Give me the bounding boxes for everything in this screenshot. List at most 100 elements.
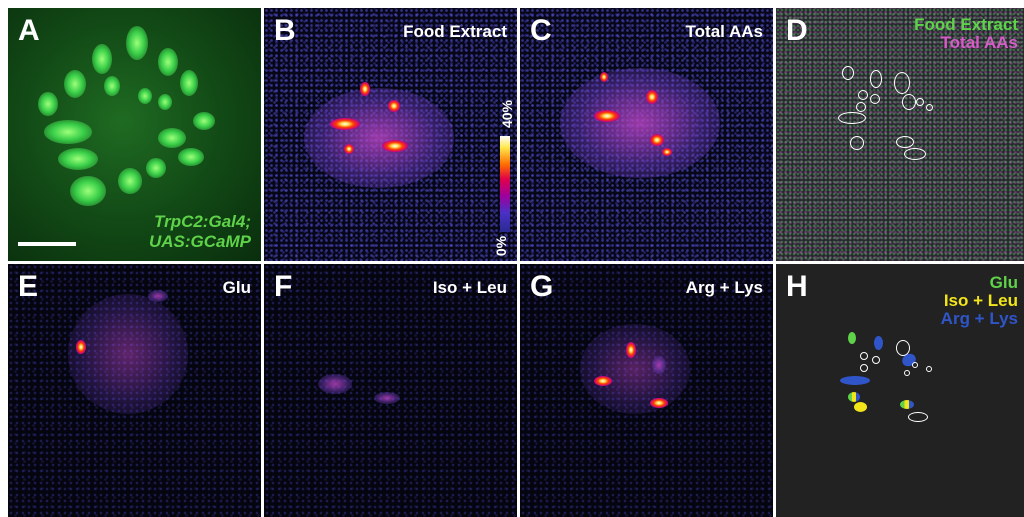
overlay-legend: Food Extract Total AAs	[914, 16, 1018, 52]
roi-outline	[850, 136, 864, 150]
neuron	[44, 120, 92, 144]
roi-outline	[904, 148, 926, 160]
neuron	[64, 70, 86, 98]
response-region	[68, 294, 188, 414]
roi-outline	[838, 112, 866, 124]
panel-title: Total AAs	[685, 22, 763, 41]
neuron	[58, 148, 98, 170]
response-region	[580, 324, 690, 414]
panel-title: Iso + Leu	[432, 278, 507, 297]
panel-e-glu: E Glu	[8, 264, 261, 517]
response-region	[148, 290, 168, 302]
genotype-caption: TrpC2:Gal4; UAS:GCaMP	[149, 212, 251, 252]
panel-d-overlay: D Food Extract Total AAs	[776, 8, 1024, 261]
hotspot	[388, 100, 400, 112]
neuron	[70, 176, 106, 206]
roi-outline	[896, 340, 910, 356]
roi-iso-leu	[854, 402, 867, 412]
legend-food-extract: Food Extract	[914, 15, 1018, 34]
colorbar	[500, 136, 510, 232]
neuron	[178, 148, 204, 166]
roi-outline	[858, 90, 868, 100]
roi-outline	[872, 356, 880, 364]
roi-outline	[870, 70, 882, 88]
panel-title: Glu	[222, 278, 251, 297]
panel-label: A	[18, 14, 40, 47]
roi-glu	[848, 332, 856, 344]
hotspot	[76, 340, 86, 354]
hotspot	[646, 90, 658, 104]
roi-outline	[894, 72, 910, 94]
neuron	[158, 128, 186, 148]
neuron	[104, 76, 120, 96]
neuron	[146, 158, 166, 178]
panel-h-schematic: H Glu Iso + Leu Arg + Lys	[776, 264, 1024, 517]
legend-total-aas: Total AAs	[940, 33, 1018, 52]
panel-label: F	[274, 270, 293, 303]
neuron	[138, 88, 152, 104]
panel-title: Arg + Lys	[685, 278, 763, 297]
panel-label: D	[786, 14, 808, 47]
hotspot	[344, 144, 354, 154]
response-region	[304, 88, 454, 188]
roi-outline	[916, 98, 924, 106]
legend-glu: Glu	[989, 273, 1018, 292]
neuron	[193, 112, 215, 130]
roi-outline	[926, 104, 933, 111]
hotspot	[600, 72, 608, 82]
hotspot	[594, 110, 620, 122]
panel-c-total-aas: C Total AAs	[520, 8, 773, 261]
neuron	[126, 26, 148, 60]
roi-outline	[896, 136, 914, 148]
legend-arg-lys: Arg + Lys	[940, 309, 1018, 328]
response-region	[560, 68, 720, 178]
scale-bar	[18, 242, 76, 246]
response-region	[652, 356, 666, 374]
roi-outline	[870, 94, 880, 104]
panel-label: G	[530, 270, 554, 303]
genotype-line-1: TrpC2:Gal4;	[154, 212, 251, 231]
hotspot	[382, 140, 408, 152]
neuron	[180, 70, 198, 96]
panel-label: E	[18, 270, 39, 303]
roi-arg-lys	[874, 336, 883, 350]
panel-b-food-extract: B Food Extract 40% 0%	[264, 8, 517, 261]
hotspot	[594, 376, 612, 386]
roi-outline	[860, 352, 868, 360]
schematic-legend: Glu Iso + Leu Arg + Lys	[941, 274, 1018, 328]
hotspot	[330, 118, 360, 130]
neuron	[92, 44, 112, 74]
roi-arg-lys	[840, 376, 870, 385]
panel-a-gcamp-image: A TrpC2:Gal4; UAS:GCaMP	[8, 8, 261, 261]
response-region	[318, 374, 352, 394]
panel-g-arg-lys: G Arg + Lys	[520, 264, 773, 517]
roi-outline	[912, 362, 918, 368]
colorbar-min-label: 0%	[493, 235, 509, 257]
roi-outline	[908, 412, 928, 422]
roi-outline	[860, 364, 868, 372]
legend-iso-leu: Iso + Leu	[943, 291, 1018, 310]
panel-title: Food Extract	[403, 22, 507, 41]
response-region	[374, 392, 400, 404]
neuron	[158, 48, 178, 76]
hotspot	[360, 82, 370, 96]
hotspot	[626, 342, 636, 358]
roi-outline	[856, 102, 866, 112]
colorbar-max-label: 40%	[499, 99, 515, 129]
neuron	[158, 94, 172, 110]
panel-f-iso-leu: F Iso + Leu	[264, 264, 517, 517]
roi-outline	[926, 366, 932, 372]
neuron	[118, 168, 142, 194]
genotype-line-2: UAS:GCaMP	[148, 232, 251, 251]
roi-outline	[842, 66, 854, 80]
hotspot	[650, 134, 664, 146]
panel-label: B	[274, 14, 296, 47]
hotspot	[662, 148, 672, 156]
hotspot	[650, 398, 668, 408]
roi-mixed	[900, 400, 914, 409]
neuron	[38, 92, 58, 116]
panel-label: C	[530, 14, 552, 47]
roi-mixed	[848, 392, 860, 402]
roi-outline	[902, 94, 916, 110]
roi-outline	[904, 370, 910, 376]
